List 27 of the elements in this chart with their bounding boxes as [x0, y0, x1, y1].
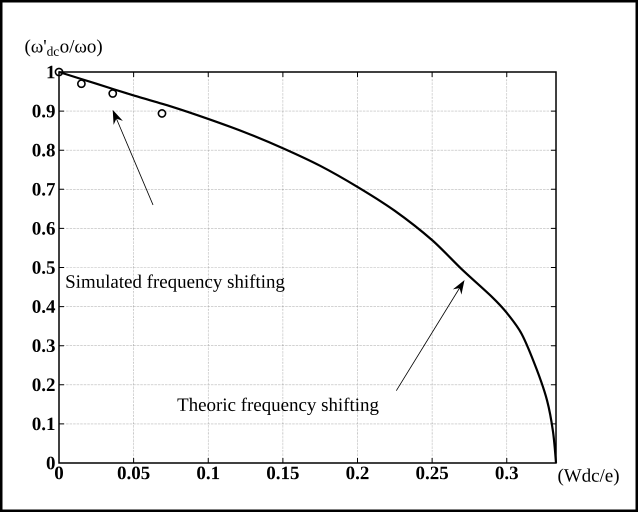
- y-tick-label: 0.7: [32, 182, 56, 196]
- point: [76, 79, 86, 88]
- line-series: [58, 70, 558, 464]
- x-tick-label: 0.2: [346, 466, 369, 480]
- point: [54, 68, 64, 76]
- point: [158, 109, 166, 118]
- x-tick-label: 0: [54, 466, 64, 480]
- y-tick-label: 1: [48, 66, 54, 78]
- x-tick-label: 0.15: [267, 466, 299, 480]
- annotation: Simulated frequency shifting: [66, 274, 285, 292]
- y-tick-label: 0.2: [32, 378, 55, 392]
- y-tick-label: 0.3: [32, 339, 55, 352]
- x-tick-label: 0.3: [496, 466, 518, 480]
- y-tick-label: 0: [46, 456, 55, 470]
- y-axis-title: (ω'$_{dc}$o/ωo): [25, 39, 102, 56]
- x-tick-label: 0.1: [197, 466, 220, 480]
- y-tick-label: 0.5: [32, 261, 55, 274]
- y-tick-label: 0.9: [32, 104, 55, 118]
- x-tick-label: 0.25: [416, 466, 448, 480]
- y-tick-label: 0.4: [32, 300, 56, 314]
- x-axis-title: (Wdc/e): [558, 468, 619, 486]
- annotation: Theoric frequency shifting: [177, 398, 379, 416]
- x-tick-label: 0.05: [118, 466, 150, 480]
- y-tick-label: 0.6: [32, 222, 55, 235]
- y-tick-label: 0.1: [32, 417, 54, 430]
- y-tick-label: 0.8: [32, 144, 55, 157]
- point: [108, 89, 118, 98]
